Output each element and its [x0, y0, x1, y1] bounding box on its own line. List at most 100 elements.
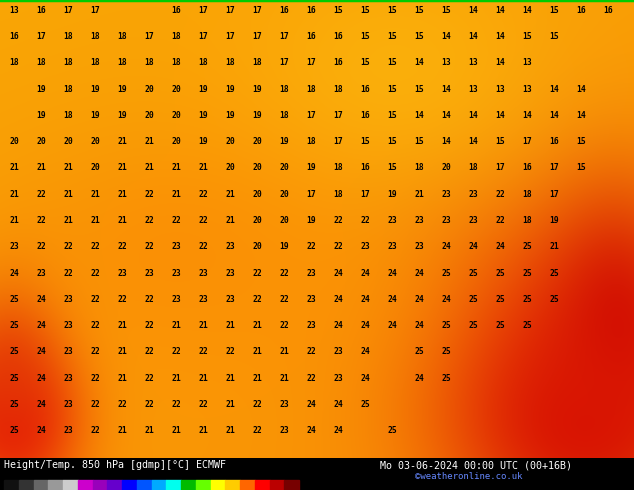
- Text: 21: 21: [117, 374, 127, 383]
- Text: 24: 24: [333, 400, 343, 409]
- Text: 24: 24: [333, 426, 343, 435]
- Text: 21: 21: [63, 216, 73, 225]
- Text: 23: 23: [306, 295, 316, 304]
- Text: 22: 22: [225, 347, 235, 356]
- Text: 24: 24: [9, 269, 19, 277]
- Text: 23: 23: [63, 295, 73, 304]
- Text: 25: 25: [495, 269, 505, 277]
- Text: 23: 23: [441, 190, 451, 198]
- Text: 21: 21: [198, 426, 208, 435]
- Bar: [240, 480, 255, 490]
- Text: 24: 24: [387, 321, 397, 330]
- Text: 16: 16: [171, 5, 181, 15]
- Text: 22: 22: [198, 242, 208, 251]
- Bar: [78, 480, 93, 490]
- Text: 14: 14: [441, 32, 451, 41]
- Text: 18: 18: [90, 58, 100, 67]
- Text: 18: 18: [90, 32, 100, 41]
- Text: 19: 19: [198, 111, 208, 120]
- Text: 22: 22: [306, 242, 316, 251]
- Text: 23: 23: [9, 242, 19, 251]
- Text: 23: 23: [279, 426, 289, 435]
- Text: 20: 20: [252, 163, 262, 172]
- Text: 21: 21: [117, 137, 127, 146]
- Text: 20: 20: [144, 111, 154, 120]
- Text: 17: 17: [252, 32, 262, 41]
- Text: 22: 22: [144, 190, 154, 198]
- Text: 15: 15: [333, 5, 343, 15]
- Text: 15: 15: [360, 137, 370, 146]
- Text: Mo 03-06-2024 00:00 UTC (00+16B): Mo 03-06-2024 00:00 UTC (00+16B): [380, 460, 572, 470]
- Text: 22: 22: [360, 216, 370, 225]
- Text: 24: 24: [441, 295, 451, 304]
- Text: 21: 21: [90, 190, 100, 198]
- Text: 18: 18: [225, 58, 235, 67]
- Text: 21: 21: [117, 426, 127, 435]
- Text: 13: 13: [495, 84, 505, 94]
- Text: 25: 25: [9, 400, 19, 409]
- Text: 21: 21: [225, 400, 235, 409]
- Text: 13: 13: [522, 84, 532, 94]
- Text: 24: 24: [360, 374, 370, 383]
- Text: 14: 14: [549, 84, 559, 94]
- Text: 22: 22: [117, 242, 127, 251]
- Text: 25: 25: [468, 269, 478, 277]
- Text: 22: 22: [90, 426, 100, 435]
- Text: 23: 23: [198, 295, 208, 304]
- Text: 16: 16: [333, 32, 343, 41]
- Text: 18: 18: [468, 163, 478, 172]
- Text: 18: 18: [333, 84, 343, 94]
- Text: ©weatheronline.co.uk: ©weatheronline.co.uk: [415, 472, 522, 481]
- Text: 14: 14: [414, 111, 424, 120]
- Text: 18: 18: [252, 58, 262, 67]
- Text: 20: 20: [279, 190, 289, 198]
- Text: 20: 20: [171, 137, 181, 146]
- Text: 15: 15: [387, 163, 397, 172]
- Text: 18: 18: [333, 190, 343, 198]
- Text: 21: 21: [225, 216, 235, 225]
- Text: 20: 20: [252, 190, 262, 198]
- Text: 23: 23: [225, 269, 235, 277]
- Text: 22: 22: [144, 321, 154, 330]
- Text: 19: 19: [252, 111, 262, 120]
- Text: 22: 22: [90, 347, 100, 356]
- Text: 16: 16: [576, 5, 586, 15]
- Text: 17: 17: [252, 5, 262, 15]
- Text: 22: 22: [198, 400, 208, 409]
- Text: 22: 22: [90, 269, 100, 277]
- Text: 25: 25: [9, 426, 19, 435]
- Bar: [166, 480, 181, 490]
- Bar: [34, 480, 48, 490]
- Text: 22: 22: [117, 400, 127, 409]
- Text: 22: 22: [36, 242, 46, 251]
- Text: 23: 23: [171, 242, 181, 251]
- Text: 20: 20: [279, 216, 289, 225]
- Text: 22: 22: [252, 269, 262, 277]
- Text: 21: 21: [198, 163, 208, 172]
- Text: 25: 25: [387, 426, 397, 435]
- Text: 21: 21: [279, 347, 289, 356]
- Text: 21: 21: [414, 190, 424, 198]
- Text: 18: 18: [63, 111, 73, 120]
- Text: 16: 16: [360, 111, 370, 120]
- Text: 19: 19: [387, 190, 397, 198]
- Bar: [4, 480, 19, 490]
- Text: 14: 14: [414, 58, 424, 67]
- Text: 21: 21: [225, 374, 235, 383]
- Text: 24: 24: [360, 295, 370, 304]
- Text: 22: 22: [306, 347, 316, 356]
- Text: 16: 16: [279, 5, 289, 15]
- Text: 17: 17: [198, 32, 208, 41]
- Text: 14: 14: [495, 32, 505, 41]
- Text: 24: 24: [414, 321, 424, 330]
- Text: 23: 23: [333, 347, 343, 356]
- Text: 22: 22: [144, 400, 154, 409]
- Text: 21: 21: [9, 163, 19, 172]
- Text: 22: 22: [144, 374, 154, 383]
- Text: 21: 21: [90, 216, 100, 225]
- Text: 22: 22: [90, 242, 100, 251]
- Text: 25: 25: [9, 374, 19, 383]
- Text: 25: 25: [549, 295, 559, 304]
- Text: 22: 22: [117, 295, 127, 304]
- Text: 21: 21: [144, 426, 154, 435]
